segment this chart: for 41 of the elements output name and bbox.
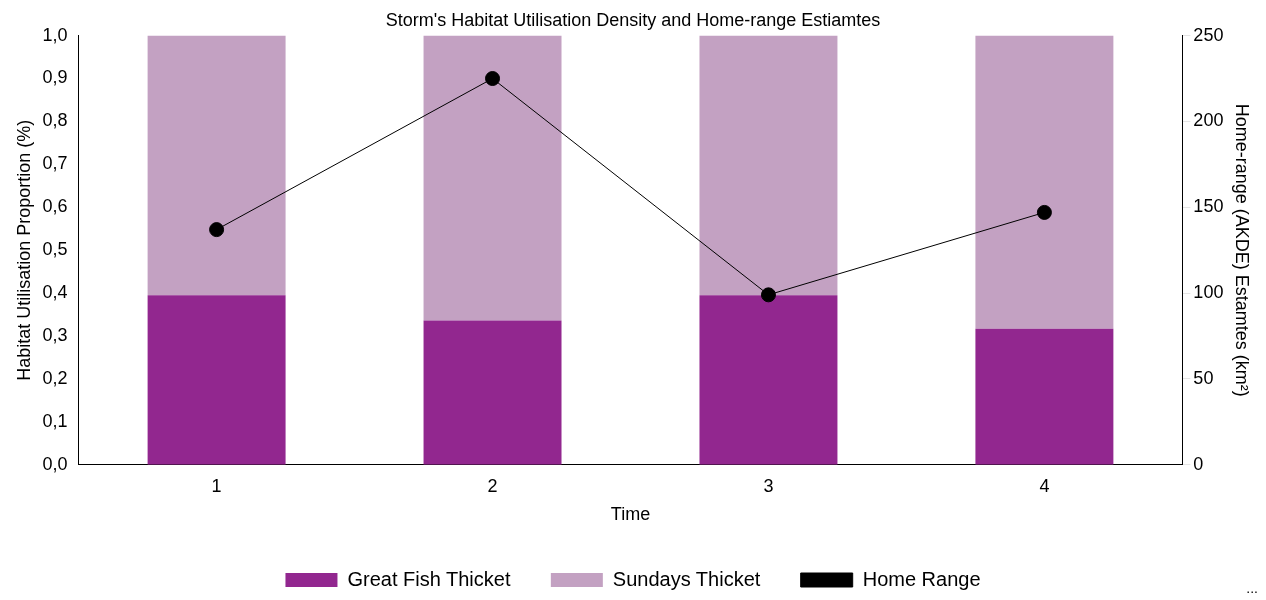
- y-tick-label: 0,6: [42, 196, 68, 217]
- bar: [699, 35, 838, 296]
- x-tick-label: 2: [487, 475, 498, 496]
- chart-title: Storm's Habitat Utilisation Density and Home-range Estiamtes: [385, 9, 881, 30]
- legend-label: Sundays Thicket: [612, 567, 761, 590]
- point: [209, 222, 225, 238]
- legend-label: Great Fish Thicket: [347, 567, 511, 590]
- bar: [975, 328, 1114, 465]
- y-tick-label: 0,4: [42, 282, 68, 303]
- y2-tick-label: 200: [1193, 110, 1224, 131]
- y-tick-label: 0,0: [42, 453, 68, 474]
- y-tick-label: 0,7: [42, 153, 68, 174]
- y-tick-label: 0,5: [42, 239, 68, 260]
- bar: [147, 35, 286, 296]
- bar: [699, 295, 838, 465]
- y2-axis-title: Home-range (AKDE) Estamtes (km²): [1232, 103, 1253, 397]
- bar: [147, 295, 286, 465]
- y-tick-label: 0,3: [42, 325, 68, 346]
- y2-tick-label: 250: [1193, 24, 1224, 45]
- legend-label: Home Range: [862, 567, 981, 590]
- y2-tick-label: 0: [1193, 453, 1204, 474]
- point: [760, 287, 776, 303]
- y-tick-label: 0,8: [42, 110, 68, 131]
- y-axis-title: Habitat Utilisation Proportion (%): [13, 119, 34, 381]
- y2-tick-label: 100: [1193, 282, 1224, 303]
- bar: [423, 320, 562, 465]
- x-axis-title: Time: [610, 504, 651, 525]
- point: [1036, 204, 1052, 220]
- y-tick-label: 1,0: [42, 24, 68, 45]
- y2-tick-label: 50: [1193, 367, 1214, 388]
- x-tick-label: 1: [211, 475, 222, 496]
- y-tick-label: 0,2: [42, 367, 68, 388]
- y2-tick-label: 150: [1193, 196, 1224, 217]
- y-tick-label: 0,9: [42, 67, 68, 88]
- x-tick-label: 4: [1039, 475, 1050, 496]
- bar: [423, 35, 562, 321]
- bar: [975, 35, 1114, 329]
- text: ...: [1246, 580, 1258, 596]
- point: [485, 71, 501, 87]
- y-tick-label: 0,1: [42, 410, 68, 431]
- x-tick-label: 3: [763, 475, 774, 496]
